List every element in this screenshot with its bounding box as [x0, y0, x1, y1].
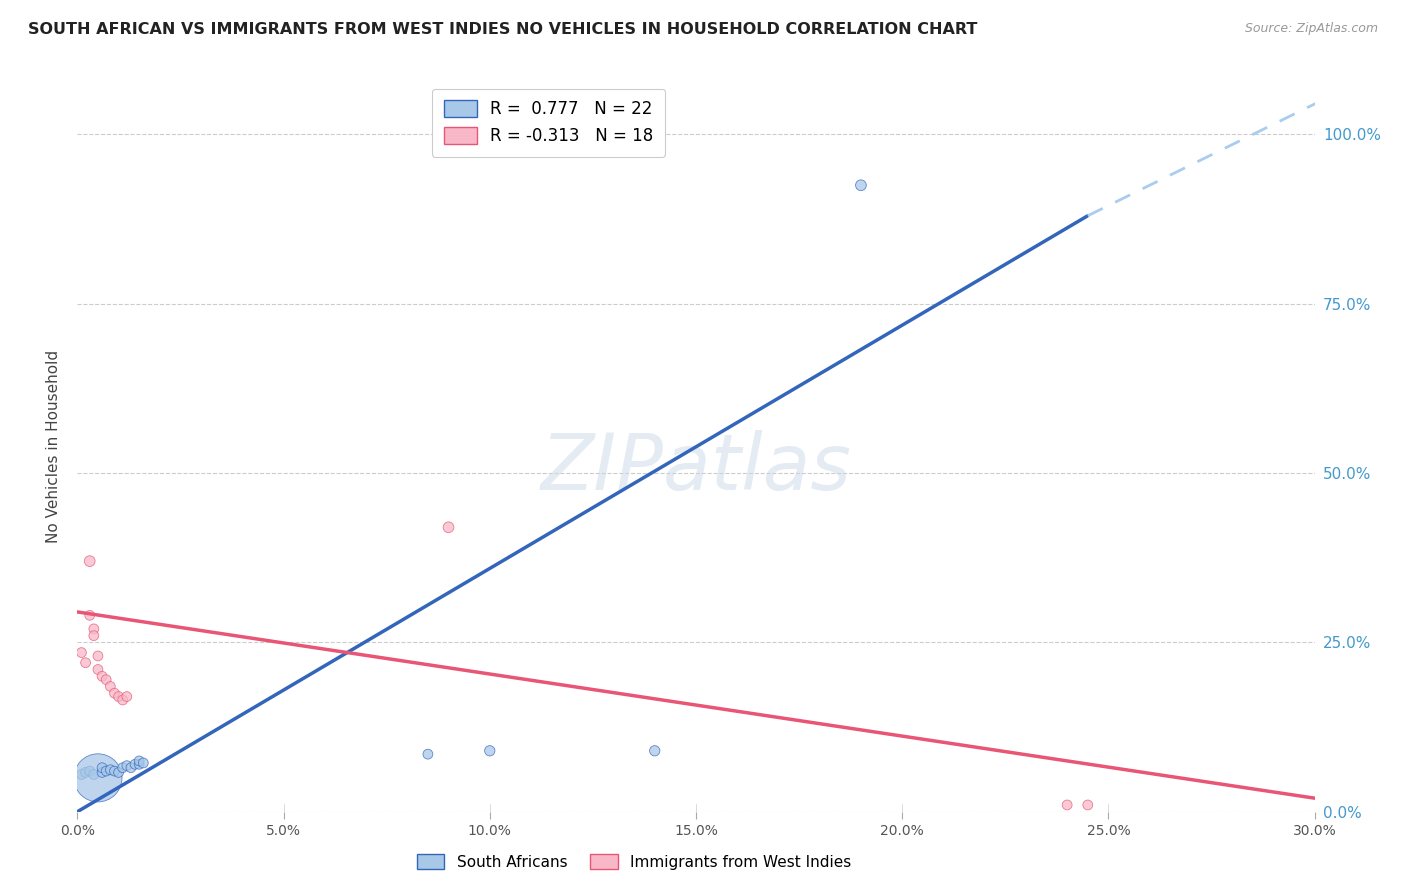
Point: [79, 608, 101, 623]
Point: [83, 629, 105, 643]
Point: [115, 758, 138, 772]
Point: [437, 520, 460, 534]
Point: [124, 757, 146, 772]
Point: [96, 673, 118, 687]
Point: [91, 761, 114, 775]
Point: [70, 767, 93, 781]
Text: Source: ZipAtlas.com: Source: ZipAtlas.com: [1244, 22, 1378, 36]
Point: [107, 765, 129, 780]
Point: [79, 554, 101, 568]
Point: [1077, 797, 1099, 812]
Point: [107, 690, 129, 704]
Point: [1056, 797, 1078, 812]
Point: [79, 764, 101, 778]
Point: [478, 744, 501, 758]
Point: [96, 764, 118, 778]
Point: [98, 763, 121, 777]
Legend: South Africans, Immigrants from West Indies: South Africans, Immigrants from West Ind…: [409, 847, 859, 877]
Point: [416, 747, 439, 761]
Point: [103, 764, 125, 778]
Text: SOUTH AFRICAN VS IMMIGRANTS FROM WEST INDIES NO VEHICLES IN HOUSEHOLD CORRELATIO: SOUTH AFRICAN VS IMMIGRANTS FROM WEST IN…: [28, 22, 977, 37]
Point: [849, 178, 872, 193]
Point: [644, 744, 666, 758]
Point: [83, 767, 105, 781]
Point: [87, 648, 110, 663]
Point: [111, 693, 134, 707]
Point: [111, 761, 134, 775]
Text: ZIPatlas: ZIPatlas: [540, 430, 852, 506]
Point: [128, 754, 150, 768]
Point: [87, 771, 110, 785]
Point: [103, 686, 125, 700]
Point: [98, 680, 121, 694]
Point: [70, 646, 93, 660]
Point: [132, 756, 155, 770]
Point: [115, 690, 138, 704]
Point: [75, 765, 97, 780]
Point: [75, 656, 97, 670]
Point: [83, 622, 105, 636]
Y-axis label: No Vehicles in Household: No Vehicles in Household: [46, 350, 62, 542]
Point: [91, 669, 114, 683]
Point: [87, 663, 110, 677]
Point: [120, 761, 142, 775]
Point: [128, 757, 150, 772]
Point: [91, 765, 114, 780]
